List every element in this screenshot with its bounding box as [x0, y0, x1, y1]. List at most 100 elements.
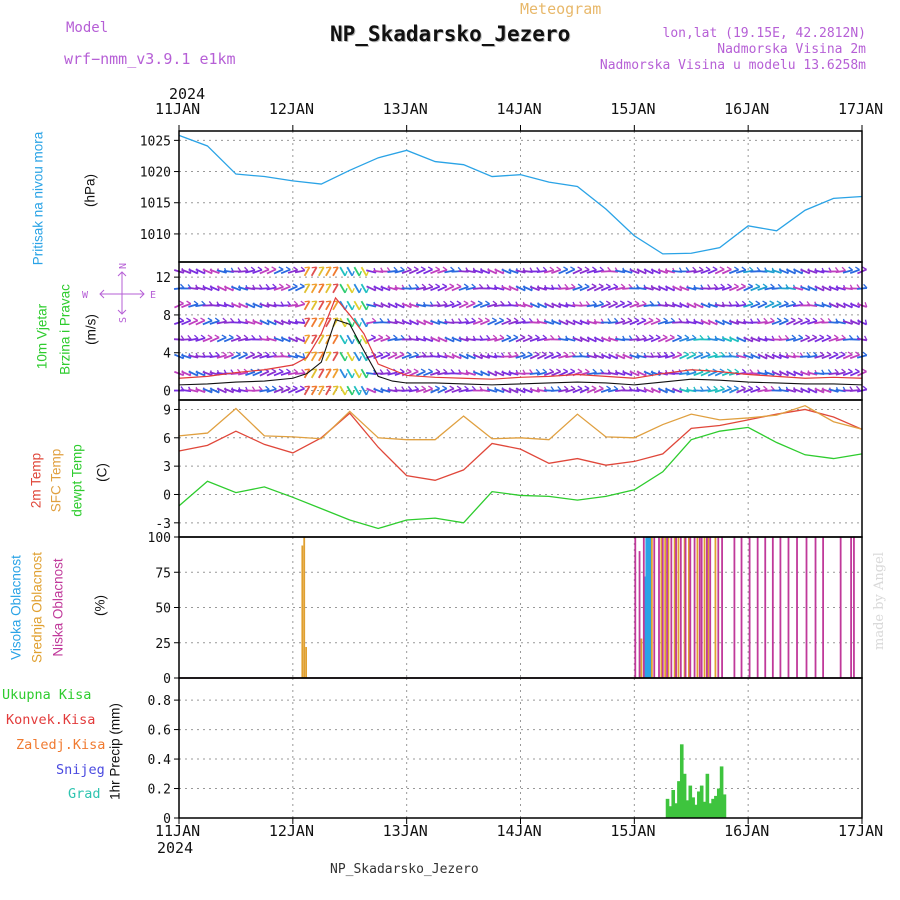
wind-barb: [579, 268, 590, 275]
wind-barb: [310, 368, 318, 379]
wind-barb: [201, 300, 206, 306]
wind-barb: [600, 388, 611, 394]
wind-barb: [719, 266, 725, 270]
wind-barb: [387, 337, 398, 342]
wind-barb: [608, 353, 618, 360]
wind-barb: [310, 317, 318, 328]
panel-border: [178, 677, 863, 819]
wind-barb: [259, 319, 270, 326]
wind-barb: [278, 385, 284, 390]
wind-barb: [216, 303, 227, 308]
wind-barb: [664, 354, 675, 359]
wind-barb: [507, 352, 512, 357]
wind-barb: [250, 266, 256, 271]
wind-barb: [202, 336, 213, 343]
wind-barb: [230, 353, 241, 360]
wind-barb: [366, 320, 377, 325]
wind-barb: [855, 351, 860, 356]
wind-barb: [536, 267, 541, 272]
wind-barb: [756, 318, 761, 323]
wind-barb: [399, 351, 405, 356]
wind-barb: [188, 337, 199, 342]
wind-barb: [771, 319, 782, 326]
wind-barb: [303, 266, 311, 277]
wind-barb: [285, 385, 291, 390]
precip-bar: [694, 804, 698, 818]
wind-barb: [235, 351, 241, 356]
wind-barb: [508, 285, 519, 292]
wind-barb: [621, 385, 626, 391]
wind-barb: [821, 285, 832, 292]
wind-barb: [629, 354, 640, 359]
wind-barb: [430, 268, 441, 275]
wind-barb: [522, 353, 533, 360]
wind-barb: [421, 385, 427, 390]
wind-barb: [579, 336, 590, 343]
wind-barb: [827, 369, 832, 374]
wind-barb: [252, 389, 263, 392]
wind-barb: [294, 372, 306, 375]
wind-barb: [757, 388, 768, 393]
wind-barb: [757, 302, 768, 309]
wind-barb: [472, 353, 483, 360]
wind-barb: [245, 353, 256, 360]
wind-barb: [195, 370, 206, 377]
wind-barb: [821, 353, 832, 360]
wind-barb: [437, 371, 448, 376]
wind-barb: [819, 334, 825, 338]
wind-barb: [592, 300, 598, 306]
wind-barb: [812, 317, 818, 322]
wind-barb: [444, 336, 455, 343]
precip-bar: [665, 798, 670, 818]
wind-barb: [707, 303, 718, 308]
wind-barb: [311, 266, 317, 269]
wind-barb: [807, 336, 818, 343]
wind-barb: [508, 387, 519, 394]
wind-barb: [549, 368, 555, 373]
wind-barb: [522, 336, 533, 343]
wind-barb: [393, 334, 398, 339]
wind-barb: [332, 334, 339, 345]
wind-barb: [351, 390, 355, 396]
wind-barb: [408, 370, 419, 377]
wind-barb: [577, 385, 583, 390]
wind-barb: [271, 385, 277, 390]
wind-barb: [287, 371, 298, 376]
wind-barb: [700, 353, 711, 360]
wind-barb: [748, 266, 754, 272]
wind-barb: [237, 286, 249, 291]
wind-barb: [807, 320, 818, 325]
wind-barb: [332, 351, 339, 362]
wind-barb: [586, 387, 597, 394]
wind-barb: [303, 317, 311, 328]
wind-barb: [406, 368, 412, 373]
wind-barb: [529, 369, 534, 374]
wind-barb: [565, 268, 576, 275]
wind-barb: [613, 317, 619, 323]
y-tick-label: 1020: [140, 166, 171, 181]
wind-barb: [797, 317, 803, 322]
wind-barb: [764, 320, 775, 325]
wind-barb: [344, 338, 348, 345]
precip-bar: [702, 801, 707, 818]
wind-barb: [332, 283, 339, 294]
wind-barb: [790, 317, 796, 321]
wind-barb: [864, 335, 868, 341]
wind-barb: [729, 336, 739, 343]
wind-barb: [849, 302, 860, 309]
wind-barb: [848, 334, 854, 340]
wind-barb: [750, 336, 761, 343]
wind-barb: [303, 334, 311, 345]
wind-barb: [741, 300, 747, 306]
wind-barb: [332, 317, 339, 320]
wind-barb: [842, 353, 853, 360]
wind-barb: [414, 351, 419, 356]
wind-barb: [750, 302, 761, 309]
wind-barb: [771, 269, 782, 274]
wind-barb: [705, 351, 711, 356]
wind-barb: [351, 373, 355, 379]
wind-barb: [379, 369, 384, 374]
wind-barb: [691, 351, 697, 355]
wind-barb: [778, 268, 789, 275]
wind-barb: [664, 285, 675, 292]
